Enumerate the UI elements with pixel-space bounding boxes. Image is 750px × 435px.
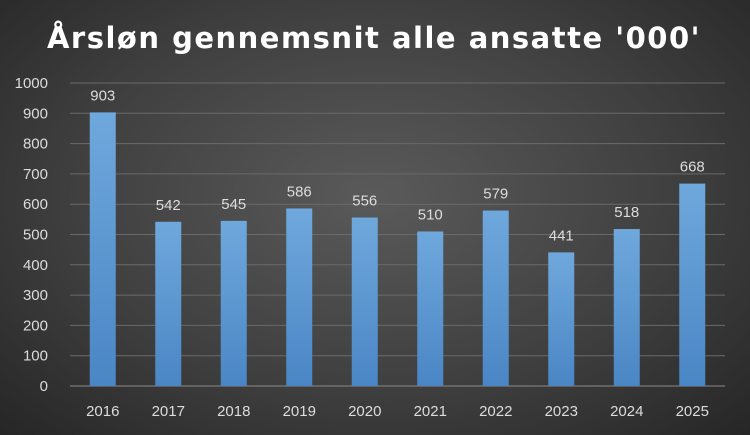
y-tick-label: 700 (23, 166, 48, 183)
y-tick-label: 800 (23, 136, 48, 153)
x-tick-label-2021: 2021 (414, 403, 447, 420)
x-tick-label-2020: 2020 (348, 403, 381, 420)
x-tick-label-2025: 2025 (676, 403, 709, 420)
bar-2025 (679, 183, 706, 386)
data-label-2020: 556 (352, 193, 377, 210)
data-label-2024: 518 (614, 204, 639, 221)
y-tick-label: 500 (23, 227, 48, 244)
data-label-2017: 542 (156, 197, 181, 214)
x-tick-label-2016: 2016 (86, 403, 119, 420)
data-label-2023: 441 (549, 227, 574, 244)
bar-2019 (286, 208, 313, 386)
bar-2018 (220, 220, 247, 386)
y-axis-ticks: 0 100 200 300 400 500 600 700 800 900 1000 (15, 75, 48, 395)
y-tick-label: 600 (23, 196, 48, 213)
data-label-2016: 903 (90, 87, 115, 104)
x-tick-label-2019: 2019 (283, 403, 316, 420)
y-tick-label: 400 (23, 257, 48, 274)
y-tick-label: 200 (23, 317, 48, 334)
bar-2022 (482, 210, 509, 386)
bars (89, 112, 706, 387)
y-tick-label: 900 (23, 105, 48, 122)
bar-2017 (155, 221, 182, 386)
data-label-2022: 579 (483, 186, 508, 203)
data-label-2019: 586 (287, 183, 312, 200)
y-tick-label: 0 (40, 378, 48, 395)
data-label-2021: 510 (418, 206, 443, 223)
x-tick-label-2017: 2017 (152, 403, 185, 420)
x-tick-label-2022: 2022 (479, 403, 512, 420)
x-tick-label-2023: 2023 (545, 403, 578, 420)
bar-2016 (89, 112, 116, 387)
x-tick-label-2024: 2024 (610, 403, 643, 420)
data-label-2025: 668 (680, 159, 705, 176)
bar-2024 (613, 229, 640, 386)
data-label-2018: 545 (221, 196, 246, 213)
x-axis-ticks: 2016 2017 2018 2019 2020 2021 2022 2023 2024 2025 (86, 403, 709, 420)
data-labels: 903 542 545 586 556 510 579 441 518 668 (90, 87, 705, 244)
chart-title: Årsløn gennemsnit alle ansatte '000' (47, 21, 701, 55)
y-tick-label: 100 (23, 348, 48, 365)
x-tick-label-2018: 2018 (217, 403, 250, 420)
y-tick-label: 1000 (15, 75, 48, 92)
bar-2021 (417, 231, 444, 386)
bar-2020 (351, 217, 378, 386)
y-tick-label: 300 (23, 287, 48, 304)
bar-2023 (548, 252, 575, 386)
